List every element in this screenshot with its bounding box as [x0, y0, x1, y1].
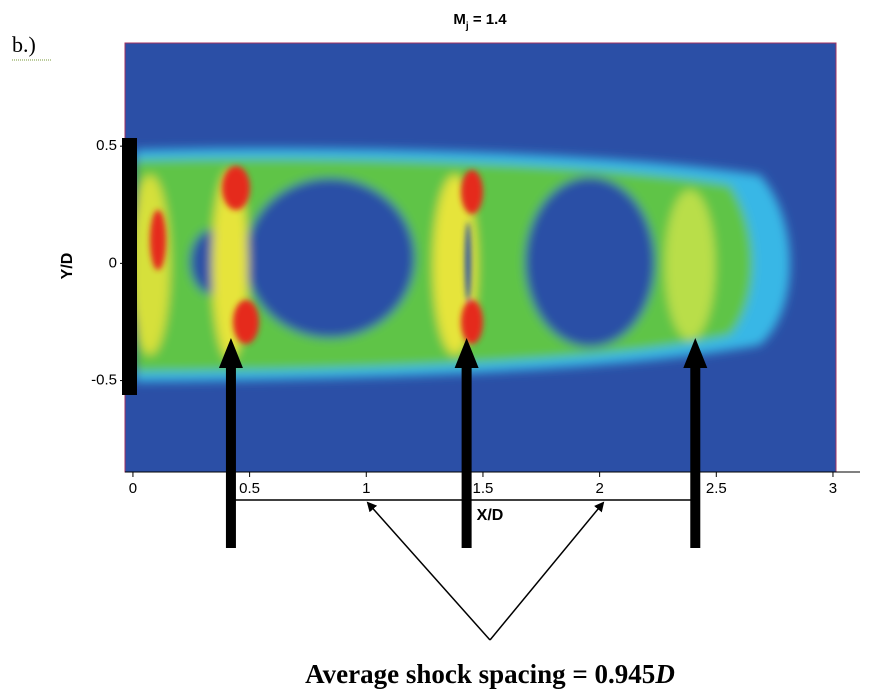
y-tick-label: -0.5 — [91, 372, 117, 389]
annotation: Average shock spacing = 0.945D — [305, 659, 675, 689]
x-tick-label: 1.5 — [473, 480, 494, 497]
pointer-arrow — [368, 503, 490, 640]
x-tick-label: 3 — [829, 480, 837, 497]
x-axis-label: X/D — [477, 507, 504, 524]
chart-title: Mj = 1.4 — [453, 11, 507, 32]
y-tick-label: 0 — [109, 254, 117, 271]
y-axis-label: Y/D — [59, 253, 76, 280]
panel-label: b.) — [12, 32, 36, 57]
x-tick-label: 2.5 — [706, 480, 727, 497]
pointer-arrow — [490, 503, 603, 640]
x-tick-label: 2 — [595, 480, 603, 497]
x-tick-label: 1 — [362, 480, 370, 497]
x-tick-label: 0 — [129, 480, 137, 497]
x-tick-label: 0.5 — [239, 480, 260, 497]
page: b.) Mj = 1.4 X/D Y/D Average shock sp — [0, 0, 873, 691]
nozzle — [122, 138, 137, 395]
y-tick-label: 0.5 — [96, 137, 117, 154]
figure: b.) Mj = 1.4 X/D Y/D Average shock sp — [0, 0, 873, 691]
